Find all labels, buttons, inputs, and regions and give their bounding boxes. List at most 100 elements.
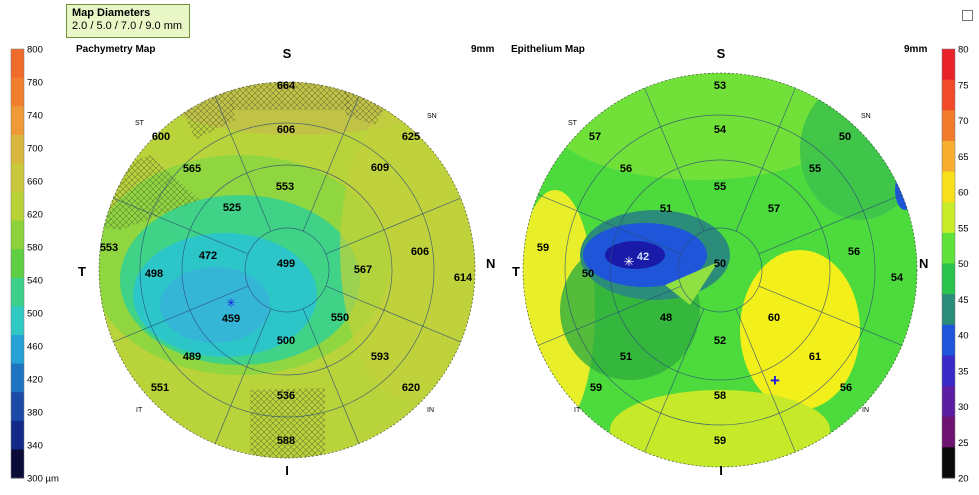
pachy-ring2-s: 606 bbox=[277, 124, 295, 136]
epithelium-values: 50 55 57 60 52 48 51 54 55 56 61 58 51 5… bbox=[537, 80, 904, 447]
epi-scale-tick-label: 70 bbox=[958, 116, 969, 127]
epi-ring3-in: 56 bbox=[840, 382, 852, 394]
epi-spoke bbox=[758, 285, 903, 346]
epi-ring3-i: 59 bbox=[714, 435, 726, 447]
pachy-scale-swatch bbox=[11, 163, 24, 193]
epi-scale-swatch bbox=[942, 49, 955, 81]
map-diameters-box: Map Diameters 2.0 / 5.0 / 7.0 / 9.0 mm bbox=[66, 4, 190, 38]
pachy-scale-swatch bbox=[11, 249, 24, 279]
epithelium-title: Epithelium Map bbox=[511, 44, 585, 55]
epi-scale-tick-label: 60 bbox=[958, 188, 969, 199]
epi-scale-tick-label: 30 bbox=[958, 402, 969, 413]
epi-ring1-st: 51 bbox=[660, 203, 672, 215]
pachy-label-n: N bbox=[486, 256, 495, 271]
map-diameters-title: Map Diameters bbox=[72, 7, 151, 19]
pachy-scale-swatch bbox=[11, 192, 24, 222]
pachy-scale-swatch bbox=[11, 49, 24, 79]
pachy-ring2-it: 489 bbox=[183, 351, 201, 363]
pachymetry-grid bbox=[98, 81, 476, 459]
epi-spoke bbox=[537, 194, 682, 255]
epi-scale-swatch bbox=[942, 79, 955, 111]
pachy-scale-tick-label: 660 bbox=[27, 177, 43, 188]
epi-scale-tick-label: 35 bbox=[958, 366, 969, 377]
epi-label-s: S bbox=[717, 46, 726, 61]
pachy-ring1-i: 500 bbox=[277, 335, 295, 347]
pachy-scale-tick-label: 740 bbox=[27, 111, 43, 122]
pachymetry-color-scale: 800 780 740 700 660 620 580 540 500 460 420 380 340 3… bbox=[10, 45, 59, 485]
pachy-scale-swatch bbox=[11, 134, 24, 164]
pachy-label-st: ST bbox=[135, 120, 145, 127]
epi-scale-tick-label: 40 bbox=[958, 331, 969, 342]
pachy-label-it: IT bbox=[136, 407, 143, 414]
pachy-label-t: T bbox=[78, 264, 86, 279]
options-checkbox[interactable] bbox=[962, 10, 973, 21]
epithelium-size-label: 9mm bbox=[904, 44, 927, 55]
epi-scale-frame bbox=[941, 48, 956, 479]
pachy-scale-tick-label: 380 bbox=[27, 408, 43, 419]
epi-ring2-in: 61 bbox=[809, 351, 821, 363]
epi-scale-tick-label: 45 bbox=[958, 295, 969, 306]
pachy-scale-tick-label: 540 bbox=[27, 276, 43, 287]
pachy-scale-swatch bbox=[11, 77, 24, 107]
epi-spoke bbox=[644, 87, 705, 232]
epi-scale-swatch bbox=[942, 386, 955, 418]
epi-min-marker-icon: ✳ bbox=[624, 254, 635, 269]
pachy-ring3-in: 620 bbox=[402, 382, 420, 394]
epi-spoke bbox=[735, 87, 796, 232]
pachy-ring1-it: 472 bbox=[199, 250, 217, 262]
pachy-spoke bbox=[113, 197, 249, 255]
epi-ring1-it: 48 bbox=[660, 312, 672, 324]
epi-ring1-n: 57 bbox=[768, 203, 780, 215]
epi-scale-swatch bbox=[942, 294, 955, 326]
epi-label-t: T bbox=[512, 264, 520, 279]
epi-ring2-it: 51 bbox=[620, 351, 632, 363]
pachy-ring3-sn: 625 bbox=[402, 131, 420, 143]
pachy-ring3-s: 664 bbox=[277, 80, 296, 92]
epi-scale-swatch bbox=[942, 232, 955, 264]
pachy-ring2-in: 593 bbox=[371, 351, 389, 363]
pachy-scale-swatch bbox=[11, 220, 24, 250]
epi-ring2-s: 54 bbox=[714, 124, 727, 136]
pachy-ring3-n: 614 bbox=[454, 272, 473, 284]
epi-ring1-i: 52 bbox=[714, 335, 726, 347]
epi-label-it: IT bbox=[574, 407, 581, 414]
pachy-spoke bbox=[214, 96, 272, 232]
epi-scale-tick-label: 25 bbox=[958, 438, 969, 449]
epi-spoke bbox=[735, 308, 796, 453]
pachy-scale-tick-label: 620 bbox=[27, 210, 43, 221]
pachy-spoke bbox=[325, 285, 461, 343]
pachy-scale-tick-label: 300 µm bbox=[27, 474, 59, 485]
pachy-scale-swatch bbox=[11, 106, 24, 136]
epi-ring1-s: 55 bbox=[714, 181, 726, 193]
epi-label-in: IN bbox=[862, 407, 869, 414]
epi-spoke bbox=[758, 194, 903, 255]
epi-ring2-i: 58 bbox=[714, 390, 726, 402]
pachy-ring1-n: 567 bbox=[354, 264, 372, 276]
pachy-ring1-s: 553 bbox=[276, 181, 294, 193]
epi-scale-tick-label: 20 bbox=[958, 474, 969, 485]
pachymetry-orientation-labels: S I T N ST SN IT IN bbox=[78, 46, 495, 478]
pachy-ring2-sn: 609 bbox=[371, 162, 389, 174]
epi-center-value: 50 bbox=[714, 258, 726, 270]
pachymetry-size-label: 9mm bbox=[471, 44, 494, 55]
pachy-scale-tick-label: 580 bbox=[27, 243, 43, 254]
epi-ring3-it: 59 bbox=[590, 382, 602, 394]
pachy-ring2-st: 565 bbox=[183, 163, 201, 175]
epi-label-i: I bbox=[719, 463, 723, 478]
epithelium-grid bbox=[522, 72, 918, 468]
epi-label-sn: SN bbox=[861, 113, 871, 120]
epi-ring3-t: 59 bbox=[537, 242, 549, 254]
pachy-spoke bbox=[214, 308, 272, 444]
pachy-center-value: 499 bbox=[277, 258, 295, 270]
map-diameters-values: 2.0 / 5.0 / 7.0 / 9.0 mm bbox=[72, 20, 183, 32]
pachy-spoke bbox=[302, 96, 360, 232]
epi-spoke bbox=[537, 285, 682, 346]
epi-min-value: 42 bbox=[637, 251, 649, 263]
epi-scale-swatch bbox=[942, 140, 955, 173]
epi-scale-tick-label: 55 bbox=[958, 223, 969, 234]
pachy-thinnest-marker-icon: ✳ bbox=[226, 296, 236, 310]
pachy-ring3-i: 588 bbox=[277, 435, 295, 447]
pachy-label-i: I bbox=[285, 463, 289, 478]
pachy-scale-tick-label: 460 bbox=[27, 342, 43, 353]
